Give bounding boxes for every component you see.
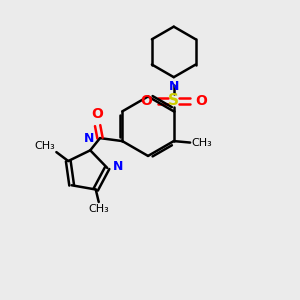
Text: CH₃: CH₃: [192, 138, 212, 148]
Text: S: S: [168, 94, 179, 109]
Text: N: N: [112, 160, 123, 173]
Text: N: N: [169, 80, 179, 93]
Text: CH₃: CH₃: [34, 141, 55, 151]
Text: O: O: [140, 94, 152, 108]
Text: N: N: [84, 132, 94, 145]
Text: CH₃: CH₃: [88, 204, 109, 214]
Text: O: O: [91, 107, 103, 121]
Text: O: O: [196, 94, 207, 108]
